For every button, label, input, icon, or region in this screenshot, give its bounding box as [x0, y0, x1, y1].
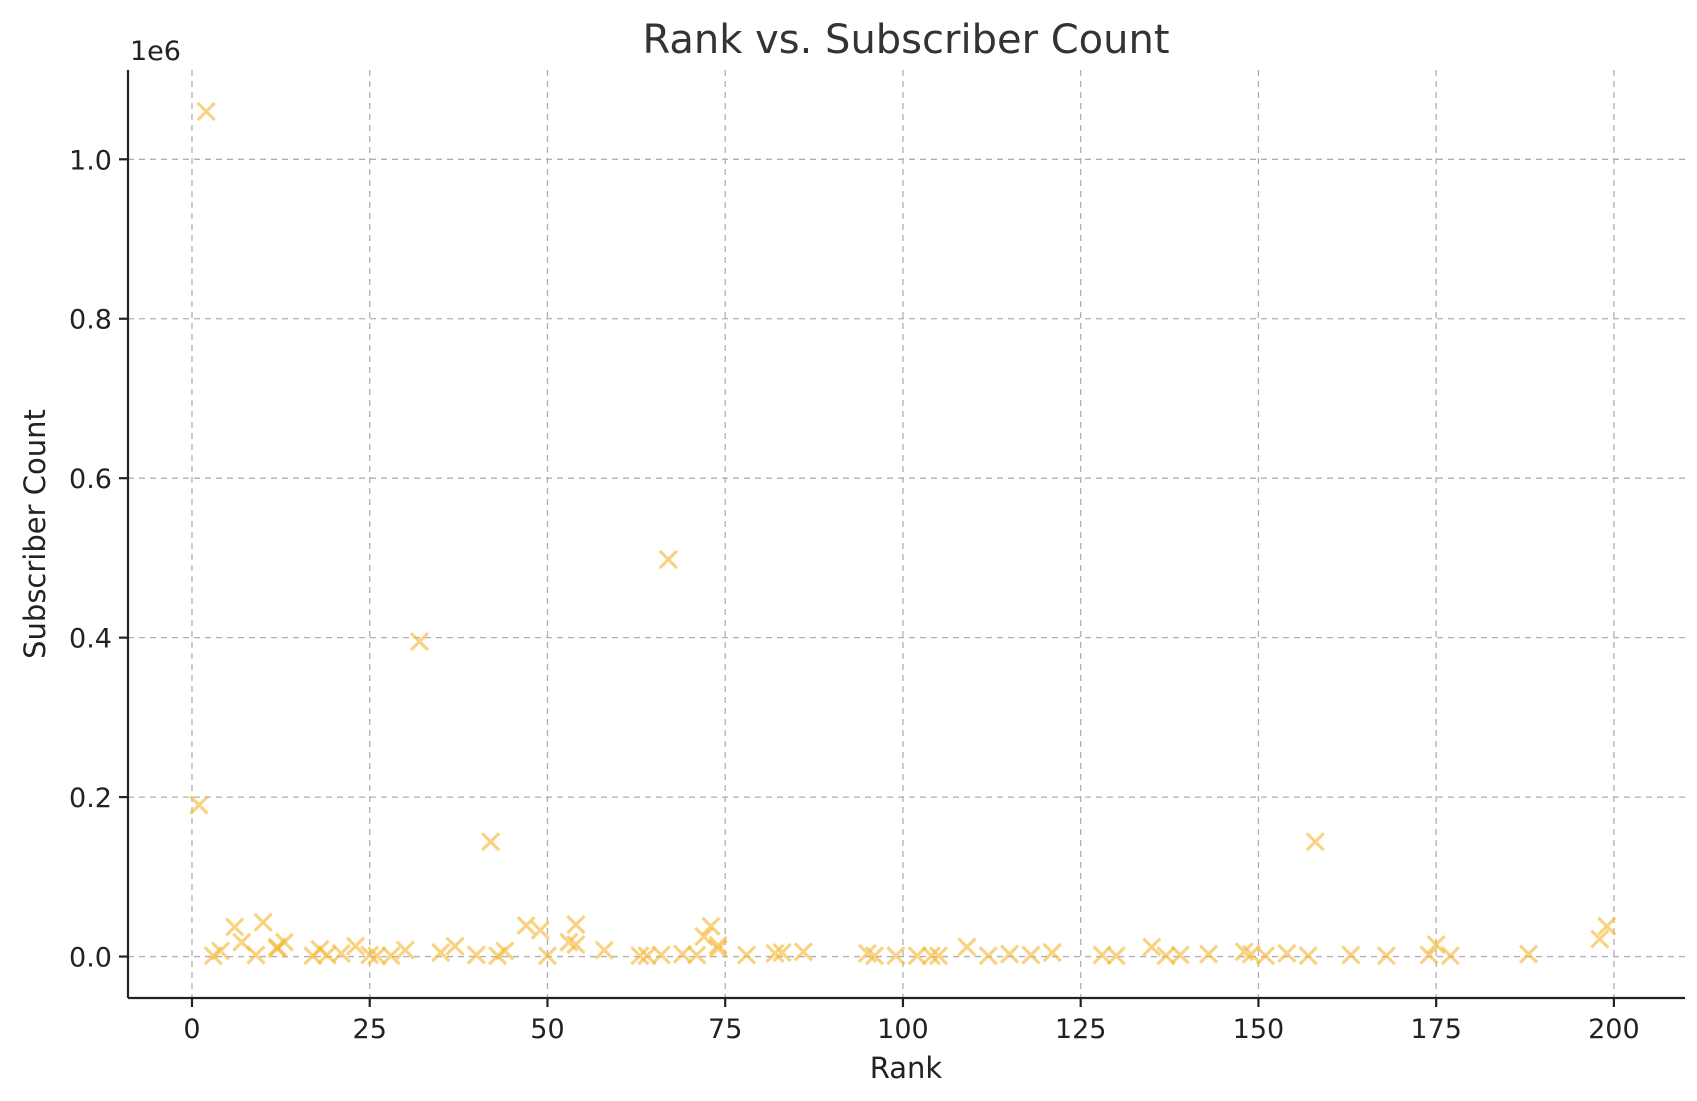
- data-point: [1298, 946, 1318, 966]
- data-point: [1341, 945, 1361, 965]
- x-tick-label: 125: [1055, 1014, 1107, 1045]
- data-point: [566, 934, 586, 955]
- x-tick-label: 150: [1233, 1014, 1285, 1045]
- data-point: [431, 942, 451, 963]
- data-point: [1277, 943, 1297, 963]
- data-point: [189, 795, 209, 815]
- data-point: [1597, 916, 1617, 936]
- data-point: [594, 940, 614, 960]
- x-tick-label: 75: [708, 1014, 742, 1045]
- axes: [126, 70, 1685, 1000]
- data-point: [999, 944, 1020, 964]
- y-tick-label: 0.8: [69, 305, 112, 336]
- data-point: [921, 946, 942, 966]
- data-point: [1305, 832, 1325, 852]
- data-point: [765, 943, 785, 963]
- data-point: [210, 941, 231, 961]
- data-point: [772, 942, 792, 963]
- data-point: [864, 946, 885, 966]
- y-tick-label: 0.6: [69, 464, 112, 495]
- x-axis-label: Rank: [870, 1051, 943, 1085]
- data-point: [1255, 946, 1276, 966]
- data-point: [495, 941, 515, 961]
- data-point: [1518, 944, 1539, 964]
- data-point: [1106, 946, 1126, 966]
- data-point: [1021, 945, 1041, 965]
- data-point: [267, 938, 287, 959]
- x-tick-label: 175: [1410, 1014, 1462, 1045]
- data-point: [331, 943, 351, 963]
- data-point: [360, 945, 380, 965]
- data-point: [537, 946, 558, 966]
- y-tick-label: 0.4: [69, 624, 112, 655]
- y-axis-label: Subscriber Count: [18, 409, 52, 659]
- data-point: [793, 942, 814, 962]
- data-point: [1419, 945, 1439, 965]
- data-point: [1142, 937, 1162, 957]
- data-point: [708, 938, 728, 959]
- y-tick-label: 1.0: [69, 145, 112, 176]
- data-point: [409, 631, 430, 652]
- data-point: [381, 946, 401, 966]
- data-point: [886, 946, 906, 966]
- data-point: [466, 945, 487, 965]
- data-point: [1440, 946, 1461, 966]
- x-tick-label: 25: [353, 1014, 387, 1045]
- data-point: [928, 946, 949, 966]
- data-point: [196, 101, 216, 122]
- data-point: [253, 912, 273, 932]
- data-point: [957, 937, 977, 957]
- data-point: [736, 945, 757, 965]
- data-point: [651, 945, 671, 965]
- data-points: [189, 101, 1617, 966]
- x-tick-label: 0: [183, 1014, 200, 1045]
- data-point: [246, 945, 266, 965]
- data-point: [701, 916, 721, 936]
- data-point: [225, 917, 245, 937]
- data-point: [566, 915, 586, 935]
- grid-lines: [128, 70, 1685, 998]
- data-point: [1199, 944, 1219, 964]
- data-point: [907, 946, 927, 966]
- x-tick-label: 50: [530, 1014, 564, 1045]
- x-tick-label: 100: [877, 1014, 929, 1045]
- data-point: [630, 946, 650, 966]
- data-point: [708, 935, 728, 956]
- data-point: [978, 946, 998, 966]
- data-point: [367, 946, 387, 966]
- data-point: [516, 915, 536, 936]
- data-point: [1426, 934, 1446, 955]
- y-tick-label: 0.0: [69, 943, 112, 974]
- data-point: [1376, 946, 1397, 966]
- y-axis-exponent-label: 1e6: [130, 36, 181, 67]
- chart-title: Rank vs. Subscriber Count: [642, 17, 1169, 63]
- x-tick-label: 200: [1588, 1014, 1640, 1045]
- data-point: [1170, 945, 1190, 965]
- data-point: [1042, 942, 1062, 963]
- data-point: [1590, 929, 1610, 949]
- data-point: [687, 945, 707, 965]
- data-point: [530, 920, 550, 940]
- data-point: [445, 936, 465, 956]
- data-point: [480, 832, 501, 852]
- y-tick-label: 0.2: [69, 783, 112, 814]
- data-point: [345, 936, 366, 956]
- data-point: [395, 940, 415, 960]
- tick-marks: 0 25 50 75 100 125 150 175 200 0.0 0.2 0.4 0.6 0.8 1.0: [69, 145, 1640, 1045]
- data-point: [658, 549, 678, 570]
